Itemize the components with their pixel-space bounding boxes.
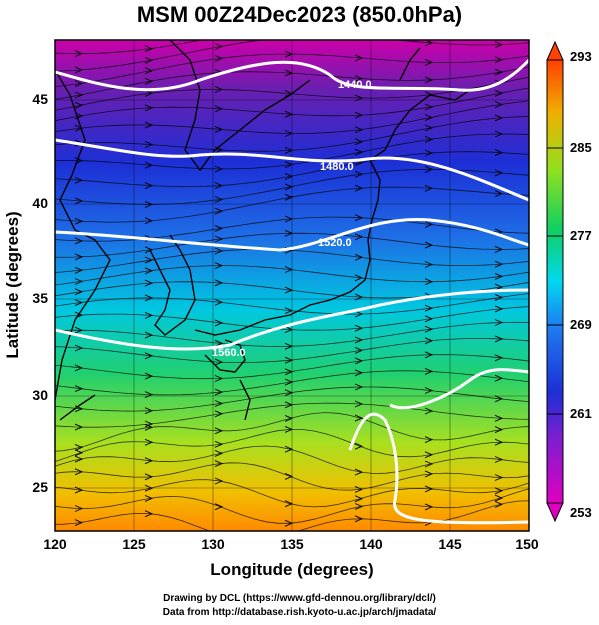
x-tick-label: 145 [438, 536, 462, 552]
credit-data-source: Data from http://database.rish.kyoto-u.a… [162, 607, 437, 618]
y-axis-title: Latitude (degrees) [3, 211, 22, 358]
y-axis: 45 40 35 30 25 Latitude (degrees) [3, 91, 48, 495]
map-frame [54, 39, 530, 532]
y-tick-label: 45 [32, 91, 48, 107]
colorbar: 293 285 277 269 261 253 [546, 40, 592, 523]
colorbar-tick-label: 253 [570, 505, 592, 520]
x-tick-label: 150 [515, 536, 539, 552]
x-axis-title: Longitude (degrees) [210, 560, 373, 579]
contour-label-1520: 1520.0 [318, 237, 352, 249]
x-tick-label: 130 [201, 536, 225, 552]
x-tick-label: 125 [122, 536, 146, 552]
colorbar-tick-label: 293 [570, 49, 592, 64]
colorbar-lower-arrow [546, 502, 564, 523]
contour-label-1440: 1440.0 [338, 79, 372, 91]
colorbar-tick-label: 269 [570, 317, 592, 332]
colorbar-body [546, 59, 564, 504]
height-contour-layer [55, 58, 529, 525]
y-tick-label: 25 [32, 479, 48, 495]
x-tick-label: 135 [280, 536, 304, 552]
x-tick-label: 120 [43, 536, 67, 552]
x-tick-label: 140 [359, 536, 383, 552]
contour-labels: 1440.0 1480.0 1520.0 1560.0 [212, 79, 372, 359]
x-axis: 120 125 130 135 140 145 150 Longitude (d… [43, 536, 539, 579]
colorbar-tick-label: 285 [570, 140, 592, 155]
colorbar-tick-label: 277 [570, 228, 592, 243]
credit-drawing: Drawing by DCL (https://www.gfd-dennou.o… [163, 593, 436, 604]
lat-lon-grid [55, 40, 529, 531]
y-tick-label: 35 [32, 290, 48, 306]
y-tick-label: 30 [32, 387, 48, 403]
contour-label-1560: 1560.0 [212, 347, 246, 359]
colorbar-upper-arrow [546, 40, 564, 61]
colorbar-tick-label: 261 [570, 406, 592, 421]
map-panel [54, 39, 530, 532]
y-tick-label: 40 [32, 195, 48, 211]
contour-label-1480: 1480.0 [320, 161, 354, 173]
map-title: MSM 00Z24Dec2023 (850.0hPa) [136, 2, 463, 27]
